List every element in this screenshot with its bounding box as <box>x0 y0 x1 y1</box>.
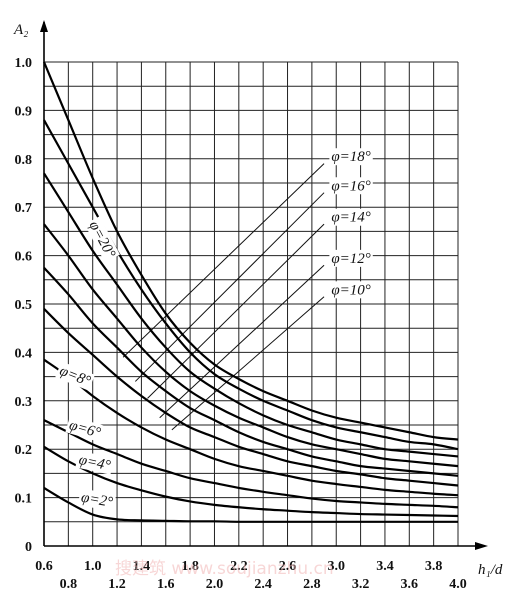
series-line <box>42 61 459 441</box>
y-axis-arrow <box>40 20 48 32</box>
y-axis-title: A₂ <box>13 22 28 38</box>
y-tick-label: 0 <box>25 540 32 555</box>
curve-label-background <box>75 450 114 475</box>
x-tick-label: 1.2 <box>108 577 126 592</box>
curve-label: φ=16° <box>329 177 373 195</box>
curve-label-background <box>84 216 120 263</box>
y-tick-label: 0.7 <box>15 201 33 216</box>
series-line <box>43 172 459 458</box>
x-tick-label: 3.6 <box>401 577 419 592</box>
x-tick-label: 3.2 <box>352 577 370 592</box>
leader-lines <box>122 163 325 431</box>
curve-label-text: φ=8° <box>57 363 93 390</box>
curve-label: φ=18° <box>329 148 373 166</box>
curve-label-background <box>329 148 373 166</box>
series-line <box>43 486 458 523</box>
x-tick-label: 2.6 <box>279 559 297 574</box>
y-tick-label: 0.4 <box>15 346 33 361</box>
series-line <box>43 308 459 487</box>
x-tick-label: 2.2 <box>230 559 248 574</box>
curve-label: φ=8° <box>55 361 95 391</box>
curve-label: φ=4° <box>75 450 114 475</box>
series-line <box>43 419 459 509</box>
curves <box>42 61 459 523</box>
x-tick-label: 2.8 <box>303 577 321 592</box>
curve-label-background <box>329 281 373 299</box>
curve-label-text: φ=12° <box>331 251 370 267</box>
x-tick-label: 3.4 <box>376 559 394 574</box>
curve-label-background <box>65 415 105 443</box>
curve-label-text: φ=4° <box>77 452 112 474</box>
x-tick-label: 1.8 <box>181 559 199 574</box>
x-tick-label: 1.6 <box>157 577 175 592</box>
watermark: 搜建筑 www.soujianzhu.cn <box>115 559 334 579</box>
x-tick-label: 3.0 <box>327 559 345 574</box>
y-tick-label: 0.3 <box>15 395 33 410</box>
curve-label-text: φ=18° <box>331 149 370 165</box>
curve-label-text: φ=14° <box>331 210 370 226</box>
leader-line <box>171 296 325 431</box>
series-line <box>43 119 459 451</box>
curve-label-background <box>329 208 373 226</box>
curve-label: φ=6° <box>65 415 105 443</box>
y-tick-label: 0.2 <box>15 443 33 458</box>
y-tick-label: 1.0 <box>15 56 33 71</box>
series-line <box>43 445 459 518</box>
curve-label-background <box>77 488 117 512</box>
x-tick-label: 2.4 <box>254 577 272 592</box>
series-line <box>43 223 459 468</box>
x-tick-label: 4.0 <box>449 577 467 592</box>
curve-label-background <box>55 361 95 391</box>
y-tick-label: 0.5 <box>15 298 33 313</box>
curve-label: φ=14° <box>329 208 373 226</box>
leader-line <box>159 264 325 419</box>
x-tick-label: 1.0 <box>84 559 102 574</box>
curve-label-text: φ=2° <box>80 490 114 511</box>
curve-label: φ=12° <box>329 249 373 267</box>
x-tick-label: 0.6 <box>35 559 53 574</box>
x-tick-label: 2.0 <box>206 577 224 592</box>
x-tick-label: 0.8 <box>60 577 78 592</box>
y-tick-label: 0.9 <box>15 104 33 119</box>
leader-line <box>122 163 325 358</box>
y-tick-label: 0.8 <box>15 153 33 168</box>
labels: 0 0.1 0.2 0.3 0.4 0.5 0.6 0.7 0.8 0.9 1.0 0.6 1.0 1.4… <box>15 56 467 592</box>
series-line <box>43 266 459 477</box>
curve-label-text: φ=10° <box>331 282 370 298</box>
leader-line <box>147 223 325 399</box>
curve-label: φ=10° <box>329 281 373 299</box>
x-tick-label: 1.4 <box>133 559 151 574</box>
x-axis-arrow <box>475 542 488 550</box>
axes <box>40 20 488 550</box>
y-tick-label: 0.6 <box>15 250 33 265</box>
y-tick-label: 0.1 <box>15 492 33 507</box>
x-axis-title: h₁/d <box>478 562 503 578</box>
curve-label-text: φ=6° <box>67 417 102 441</box>
curve-label-background <box>329 249 373 267</box>
curve-label-background <box>329 177 373 195</box>
curve-label: φ=2° <box>77 488 117 512</box>
curve-label-text: φ=16° <box>331 178 370 194</box>
x-tick-label: 3.8 <box>425 559 443 574</box>
series-line <box>43 358 459 497</box>
